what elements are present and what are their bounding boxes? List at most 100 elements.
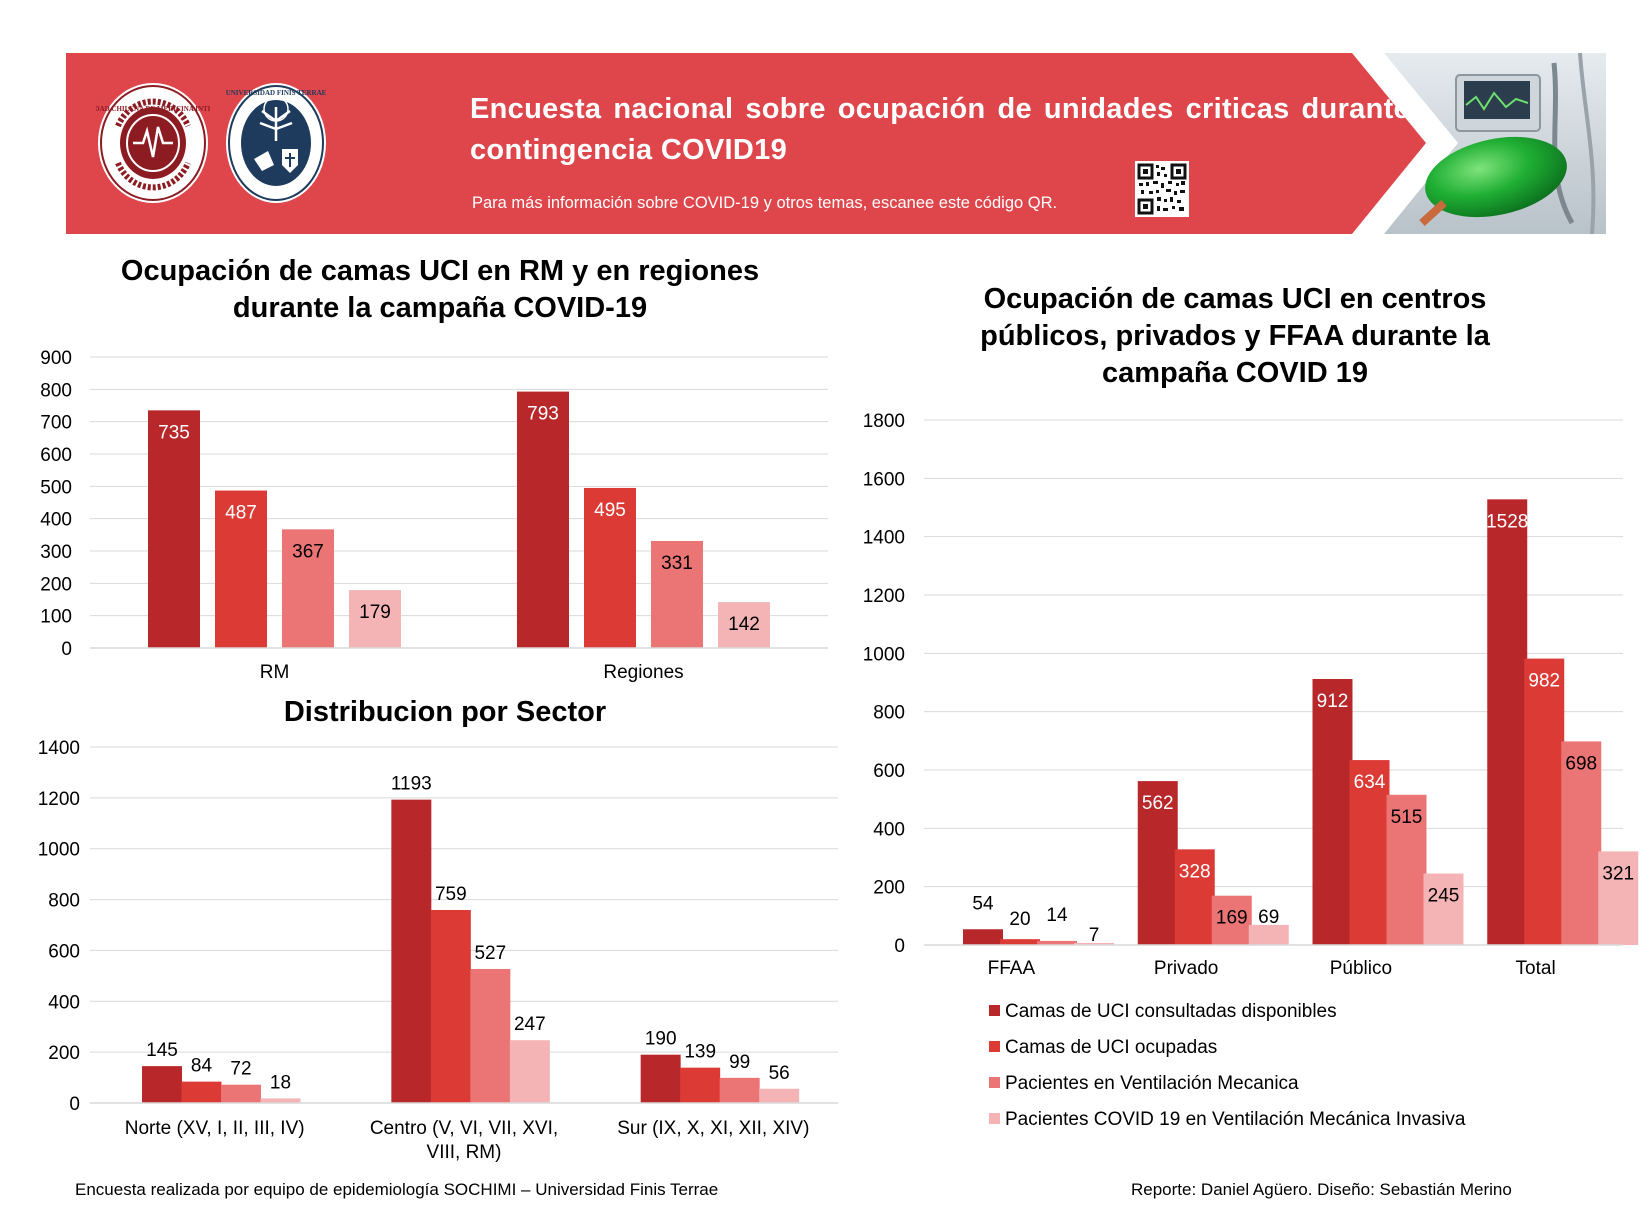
data-label: 331 xyxy=(661,553,693,574)
data-label: 367 xyxy=(292,541,324,562)
sochimi-logo: SOCIEDAD CHILENA DE MEDICINA INTENSIVA xyxy=(96,83,210,203)
bar xyxy=(349,590,401,648)
y-tick-label: 800 xyxy=(40,380,72,401)
x-tick-label: Público xyxy=(1330,958,1392,979)
y-tick-label: 800 xyxy=(48,891,80,912)
y-tick-label: 400 xyxy=(873,819,905,840)
bar xyxy=(1074,942,1114,945)
bar xyxy=(470,968,511,1103)
bar xyxy=(1524,658,1565,945)
bar xyxy=(1487,499,1528,945)
x-tick-label: FFAA xyxy=(988,958,1036,979)
bar xyxy=(963,929,1003,945)
data-label: 495 xyxy=(594,500,626,521)
bar xyxy=(260,1098,301,1103)
x-tick-label: Norte (XV, I, II, III, IV) xyxy=(125,1118,305,1139)
bar xyxy=(651,540,703,648)
y-tick-label: 0 xyxy=(69,1094,80,1115)
banner-title: Encuesta nacional sobre ocupación de uni… xyxy=(470,93,1410,166)
x-tick-label: Sur (IX, X, XI, XII, XIV) xyxy=(617,1118,809,1139)
data-label: 562 xyxy=(1142,793,1174,814)
footer-credit-left: Encuesta realizada por equipo de epidemi… xyxy=(75,1180,719,1199)
legend-item-disponibles: Camas de UCI consultadas disponibles xyxy=(989,1001,1337,1023)
data-label: 169 xyxy=(1216,908,1248,929)
legend-swatch-ocupadas xyxy=(989,1041,1000,1052)
banner-background xyxy=(66,53,1426,234)
data-label: 190 xyxy=(645,1029,677,1050)
data-label: 69 xyxy=(1258,907,1279,928)
data-label: 328 xyxy=(1179,861,1211,882)
bar xyxy=(719,1077,760,1103)
y-tick-label: 1200 xyxy=(863,586,905,607)
data-label: 1193 xyxy=(391,774,432,795)
data-label: 179 xyxy=(359,602,391,623)
legend-label-disponibles: Camas de UCI consultadas disponibles xyxy=(1005,1001,1337,1022)
bar xyxy=(584,487,636,648)
chart2-title: Distribucion por Sector xyxy=(283,696,607,728)
y-tick-label: 1400 xyxy=(38,738,80,759)
data-label: 1528 xyxy=(1486,511,1528,532)
data-label: 54 xyxy=(972,893,994,914)
y-tick-label: 1200 xyxy=(38,789,80,810)
y-tick-label: 900 xyxy=(40,348,72,369)
x-tick-label: RM xyxy=(260,662,290,683)
data-label: 247 xyxy=(514,1014,546,1035)
y-tick-label: 600 xyxy=(48,941,80,962)
data-label: 912 xyxy=(1317,691,1349,712)
legend-item-covid-invasiva: Pacientes COVID 19 en Ventilación Mecáni… xyxy=(989,1109,1465,1131)
y-tick-label: 100 xyxy=(40,607,72,628)
bar xyxy=(680,1067,721,1103)
data-label: 515 xyxy=(1391,807,1423,828)
qr-code-icon[interactable] xyxy=(1135,161,1189,217)
y-tick-label: 1000 xyxy=(38,840,80,861)
bar xyxy=(1386,794,1427,945)
bar xyxy=(517,391,569,648)
y-tick-label: 1400 xyxy=(863,528,905,549)
data-label: 527 xyxy=(474,943,506,964)
bar xyxy=(1598,851,1639,945)
y-tick-label: 600 xyxy=(40,445,72,466)
x-tick-label: Privado xyxy=(1154,958,1218,979)
bar xyxy=(391,799,432,1103)
bar xyxy=(1037,940,1077,945)
bar xyxy=(1211,895,1252,945)
logo-left-lettering: SOCIEDAD CHILENA DE MEDICINA INTENSIVA xyxy=(96,105,210,113)
logo-right-lettering: UNIVERSIDAD FINIS TERRAE xyxy=(226,89,327,97)
chart1-title: Ocupación de camas UCI en RM y en region… xyxy=(120,255,760,324)
data-label: 18 xyxy=(270,1072,291,1093)
header-banner: SOCIEDAD CHILENA DE MEDICINA INTENSIVA U… xyxy=(66,53,1606,234)
data-label: 487 xyxy=(225,503,257,524)
y-tick-label: 400 xyxy=(48,992,80,1013)
ventilator-photo xyxy=(1384,53,1606,234)
bar xyxy=(430,909,471,1103)
data-label: 145 xyxy=(146,1040,178,1061)
bar xyxy=(215,490,267,648)
y-tick-label: 300 xyxy=(40,542,72,563)
legend-swatch-ventilacion xyxy=(989,1077,1000,1088)
data-label: 72 xyxy=(230,1059,251,1080)
bar xyxy=(1248,924,1289,945)
data-label: 245 xyxy=(1428,886,1460,907)
y-tick-label: 0 xyxy=(61,639,72,660)
data-label: 7 xyxy=(1089,925,1100,946)
x-tick-label: Regiones xyxy=(603,662,683,683)
legend-label-covid-invasiva: Pacientes COVID 19 en Ventilación Mecáni… xyxy=(1005,1109,1466,1130)
data-label: 14 xyxy=(1046,905,1068,926)
chart-rm-regiones: 0 100 200 300 400 500 600 700 800 900 RM 735 487 367 1… xyxy=(40,348,828,683)
y-tick-label: 1800 xyxy=(863,411,905,432)
y-tick-label: 1600 xyxy=(863,469,905,490)
bar xyxy=(640,1054,681,1103)
chart-centros: 0 200 400 600 800 1000 1200 1400 1600 1800 FFAA 54 2… xyxy=(863,411,1639,979)
data-label: 142 xyxy=(728,614,760,635)
y-tick-label: 500 xyxy=(40,477,72,498)
legend-item-ocupadas: Camas de UCI ocupadas xyxy=(989,1037,1217,1059)
bar xyxy=(1174,849,1215,945)
y-tick-label: 200 xyxy=(48,1043,80,1064)
bar xyxy=(759,1088,800,1103)
data-label: 321 xyxy=(1602,863,1634,884)
y-tick-label: 0 xyxy=(894,936,905,957)
y-tick-label: 600 xyxy=(873,761,905,782)
bar xyxy=(1312,679,1353,945)
bar xyxy=(1000,939,1040,945)
data-label: 20 xyxy=(1009,909,1030,930)
